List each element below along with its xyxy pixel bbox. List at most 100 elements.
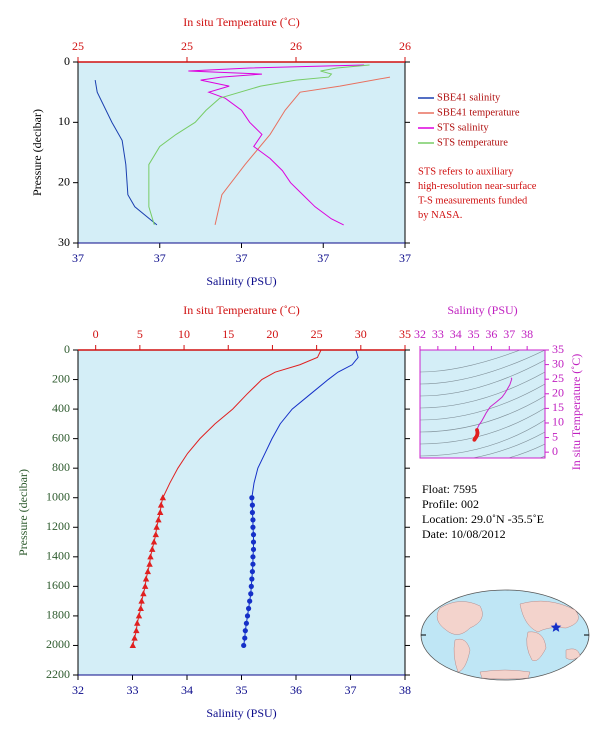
x2-tick-label: 25 [311, 327, 323, 341]
x2-tick-label: 10 [178, 327, 190, 341]
x2-tick-label: 35 [399, 327, 411, 341]
y-tick-label: 20 [58, 174, 70, 188]
y-tick-label: 0 [64, 342, 70, 356]
y-tick-label: 1800 [46, 608, 70, 622]
circle-marker [250, 532, 257, 538]
x2-tick-label: 20 [266, 327, 278, 341]
x-tick-label: 34 [450, 327, 462, 341]
circle-marker [250, 561, 256, 567]
isopycnals [420, 350, 545, 458]
plot-frame [419, 349, 546, 459]
note-line: T-S measurements funded [418, 195, 528, 206]
y-tick-label: 1600 [46, 578, 70, 592]
map-land [453, 638, 471, 673]
float-info: Float: 7595 [422, 482, 477, 496]
y-tick-label: 5 [552, 429, 558, 443]
legend-label: SBE41 temperature [437, 107, 520, 118]
map-land [565, 648, 581, 660]
profile-line [188, 64, 365, 226]
x-tick-label: 35 [468, 327, 480, 341]
y-tick-label: 10 [552, 415, 564, 429]
y-tick-label: 0 [552, 444, 558, 458]
triangle-marker [142, 575, 150, 582]
y-tick-label: 600 [52, 430, 70, 444]
x-tick-label: 36 [290, 683, 302, 697]
triangle-marker [159, 494, 167, 501]
map-land [526, 631, 547, 661]
float-location-star [550, 622, 562, 632]
circle-marker [243, 620, 250, 626]
x-tick-label: 34 [181, 683, 193, 697]
x2-tick-label: 5 [137, 327, 143, 341]
map-ocean [420, 589, 590, 681]
y-axis-title: Pressure (decibar) [30, 109, 44, 196]
circle-marker [250, 554, 256, 560]
x2-tick-label: 26 [399, 39, 411, 53]
axis-title-top: Salinity (PSU) [447, 303, 517, 317]
x-tick-label: 38 [399, 683, 411, 697]
y-tick-label: 400 [52, 401, 70, 415]
triangle-marker [133, 627, 140, 634]
x-tick-label: 32 [414, 327, 426, 341]
note-line: high-resolution near-surface [418, 181, 537, 192]
circle-marker [241, 642, 247, 649]
y-tick-label: 10 [58, 114, 70, 128]
triangle-marker [131, 634, 138, 641]
x2-tick-label: 15 [222, 327, 234, 341]
x-tick-label: 32 [72, 683, 84, 697]
circle-marker [248, 591, 254, 597]
profile-line [214, 76, 391, 226]
triangle-marker [138, 597, 145, 604]
x-tick-label: 33 [127, 683, 139, 697]
axis-title-top: In situ Temperature (˚C) [183, 15, 300, 29]
profile-line [162, 349, 322, 498]
circle-marker [249, 502, 255, 508]
circle-marker [248, 583, 254, 589]
triangle-marker [152, 531, 159, 538]
circle-marker [244, 613, 251, 619]
y-tick-label: 1200 [46, 519, 70, 533]
y-tick-label: 800 [52, 460, 70, 474]
circle-marker [250, 524, 256, 530]
note-line: STS refers to auxiliary [418, 166, 514, 177]
y-tick-label: 30 [58, 235, 70, 249]
x-tick-label: 36 [485, 327, 497, 341]
map-land [479, 669, 531, 680]
map-land [436, 601, 483, 635]
triangle-marker [137, 605, 144, 612]
legend-label: STS salinity [437, 122, 489, 133]
triangle-marker [129, 641, 136, 648]
x-axis-title: Salinity (PSU) [206, 706, 276, 720]
triangle-marker [147, 553, 154, 560]
ts-point [472, 438, 477, 442]
x-axis-title: Salinity (PSU) [206, 274, 276, 288]
plot-background [78, 350, 405, 675]
world-map [420, 589, 590, 681]
y-tick-label: 35 [552, 342, 564, 356]
triangle-marker [156, 509, 164, 515]
triangle-marker [140, 590, 147, 597]
profile-line [251, 349, 359, 498]
y-tick-label: 30 [552, 356, 564, 370]
triangle-marker [135, 612, 143, 619]
y-tick-label: 25 [552, 371, 564, 385]
x2-tick-label: 0 [93, 327, 99, 341]
y-tick-label: 0 [64, 54, 70, 68]
circle-marker [249, 576, 255, 582]
circle-marker [242, 635, 248, 641]
x2-tick-label: 25 [181, 39, 193, 53]
ts-curve [476, 377, 513, 431]
circle-marker [250, 539, 257, 545]
x2-tick-label: 30 [355, 327, 367, 341]
circle-marker [250, 517, 256, 523]
circle-marker [247, 598, 253, 604]
note-line: by NASA. [418, 210, 462, 221]
triangle-marker [146, 560, 153, 567]
circle-marker [249, 509, 255, 516]
x-tick-label: 37 [503, 327, 515, 341]
x2-tick-label: 25 [72, 39, 84, 53]
x-tick-label: 37 [399, 251, 411, 265]
circle-marker [242, 628, 248, 634]
x-tick-label: 38 [521, 327, 533, 341]
